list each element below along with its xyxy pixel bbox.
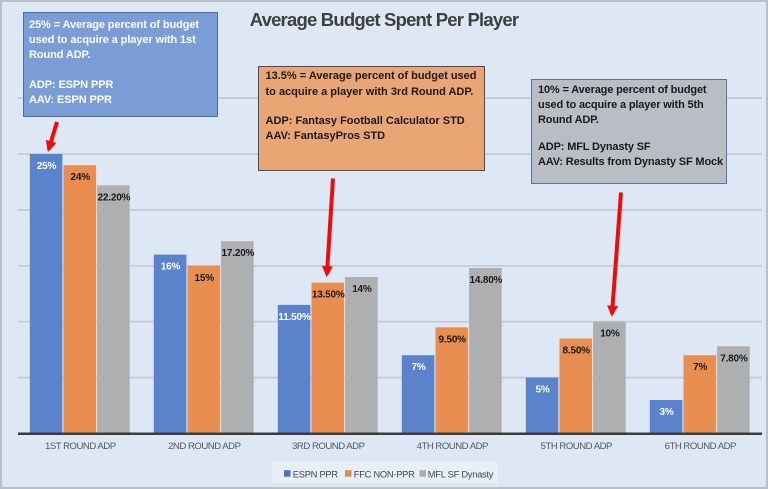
svg-text:15%: 15%	[194, 273, 214, 284]
svg-text:22.20%: 22.20%	[98, 192, 131, 203]
svg-text:17.20%: 17.20%	[222, 248, 255, 259]
svg-text:16%: 16%	[161, 262, 181, 273]
svg-text:11.50%: 11.50%	[278, 312, 310, 323]
svg-text:5TH ROUND ADP: 5TH ROUND ADP	[541, 441, 612, 452]
svg-text:5%: 5%	[535, 385, 549, 396]
svg-text:ESPN PPR: ESPN PPR	[293, 469, 339, 479]
svg-text:2ND ROUND ADP: 2ND ROUND ADP	[168, 441, 240, 452]
svg-text:7%: 7%	[693, 362, 707, 373]
svg-text:25%: 25%	[37, 161, 57, 172]
svg-text:14.80%: 14.80%	[470, 275, 503, 286]
svg-text:7%: 7%	[411, 362, 425, 373]
svg-text:3RD ROUND ADP: 3RD ROUND ADP	[292, 441, 364, 452]
svg-text:1ST ROUND ADP: 1ST ROUND ADP	[45, 441, 116, 452]
svg-text:24%: 24%	[70, 172, 90, 183]
svg-text:7.80%: 7.80%	[720, 353, 748, 364]
svg-text:13.50%: 13.50%	[312, 290, 345, 301]
svg-text:10%: 10%	[600, 329, 620, 340]
svg-text:4TH ROUND ADP: 4TH ROUND ADP	[417, 441, 488, 452]
svg-text:6TH ROUND ADP: 6TH ROUND ADP	[665, 441, 736, 452]
svg-text:FFC NON-PPR: FFC NON-PPR	[354, 469, 415, 479]
svg-text:9.50%: 9.50%	[439, 334, 467, 345]
svg-text:14%: 14%	[352, 284, 372, 295]
svg-text:3%: 3%	[659, 407, 673, 418]
svg-text:MFL SF Dynasty: MFL SF Dynasty	[428, 469, 494, 479]
svg-text:8.50%: 8.50%	[563, 346, 591, 357]
